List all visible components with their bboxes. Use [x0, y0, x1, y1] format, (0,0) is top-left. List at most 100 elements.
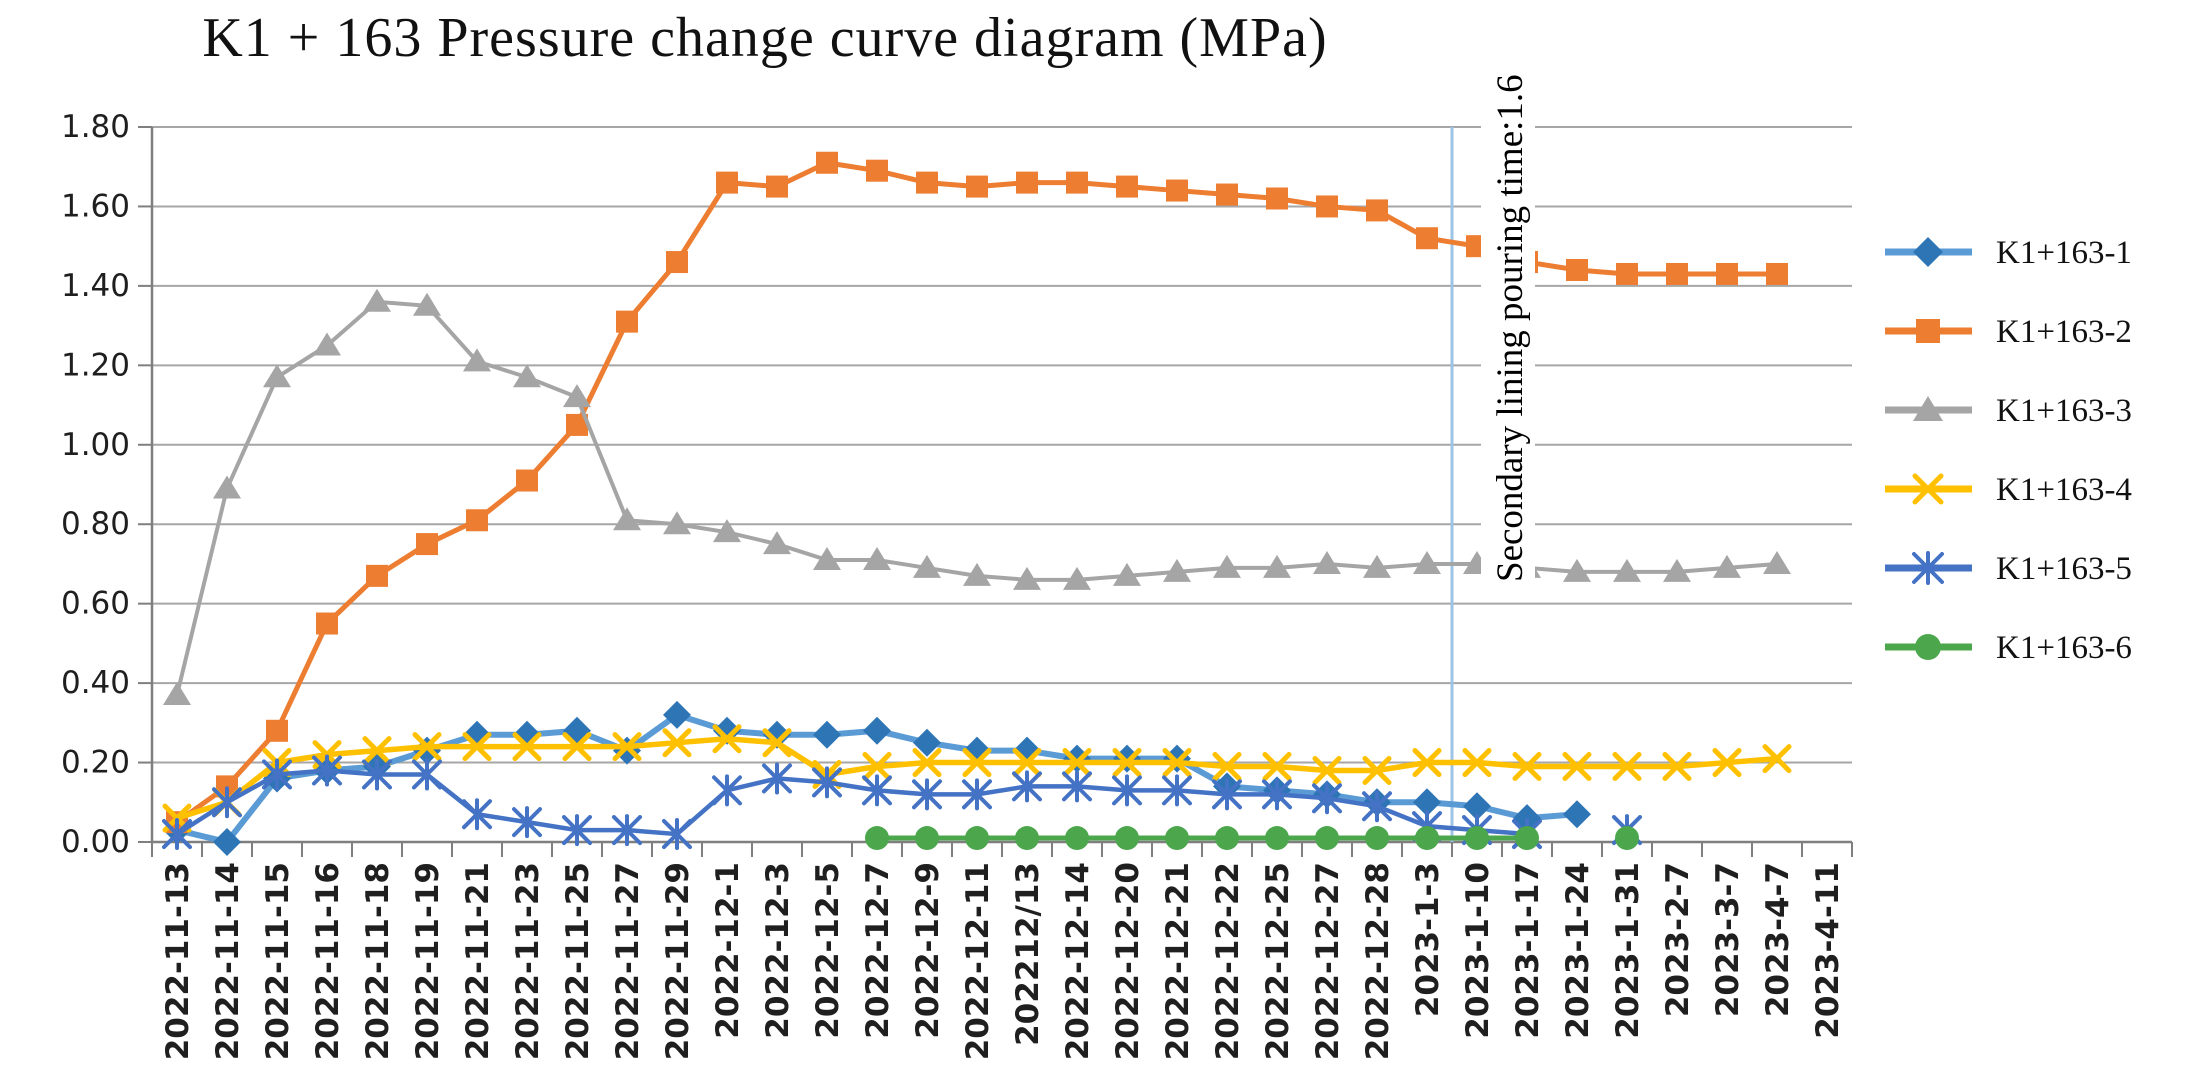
marker-triangle: [1613, 558, 1641, 582]
annotation-backdrop: [1481, 83, 1535, 588]
x-tick-label: 2022-11-21: [460, 862, 496, 1060]
marker-square: [816, 151, 838, 174]
annotation: Secondary lining pouring time:1.6: [1481, 74, 1535, 588]
x-tick-label: 202212/13: [1010, 862, 1046, 1046]
y-tick-label: 1.60: [61, 188, 130, 224]
marker-circle: [915, 826, 939, 851]
marker-x: [1912, 473, 1944, 505]
series-K1+163-1: [163, 700, 1591, 856]
legend-label: K1+163-3: [1996, 393, 2132, 429]
x-tick-label: 2023-1-17: [1510, 862, 1546, 1039]
marker-triangle: [663, 511, 691, 535]
x-tick-label: 2022-12-28: [1360, 862, 1396, 1060]
marker-square: [1716, 262, 1738, 285]
marker-triangle: [1113, 562, 1141, 586]
marker-asterisk: [412, 759, 442, 790]
marker-asterisk: [1312, 783, 1342, 814]
marker-triangle: [163, 682, 191, 706]
marker-x: [962, 748, 992, 778]
marker-square: [1016, 171, 1038, 194]
x-tick-label: 2022-12-25: [1260, 862, 1296, 1060]
marker-x: [1412, 748, 1442, 778]
marker-triangle: [1063, 566, 1091, 590]
marker-x: [1262, 752, 1292, 782]
marker-x: [662, 728, 692, 758]
x-tick-label: 2022-11-14: [210, 862, 246, 1060]
marker-triangle: [763, 531, 791, 555]
series-K1+163-3: [163, 288, 1791, 706]
marker-asterisk: [1212, 779, 1242, 810]
marker-triangle: [1163, 558, 1191, 582]
marker-diamond: [1463, 792, 1491, 821]
marker-triangle: [213, 475, 241, 499]
x-tick-label: 2023-4-7: [1760, 862, 1796, 1017]
marker-diamond: [913, 728, 941, 757]
marker-triangle: [1763, 550, 1791, 574]
marker-asterisk: [1262, 779, 1292, 810]
marker-diamond: [863, 716, 891, 745]
y-tick-label: 1.20: [61, 347, 130, 383]
marker-triangle: [1313, 550, 1341, 574]
marker-diamond: [1163, 744, 1191, 773]
x-tick-label: 2022-12-14: [1060, 862, 1096, 1060]
marker-asterisk: [762, 763, 792, 794]
x-tick-label: 2023-1-10: [1460, 862, 1496, 1039]
marker-diamond: [563, 716, 591, 745]
marker-circle: [1615, 826, 1639, 851]
x-axis: 2022-11-13 2022-11-14 2022-11-15 2022-11-16…: [151, 840, 1853, 1060]
series-K1+163-5: [162, 754, 1642, 851]
legend-label: K1+163-2: [1996, 314, 2132, 350]
y-tick-label: 0.00: [61, 824, 130, 860]
marker-diamond: [1413, 788, 1441, 817]
x-tick-label: 2022-11-19: [410, 862, 446, 1060]
marker-circle: [1115, 826, 1139, 851]
marker-square: [1616, 262, 1638, 285]
x-tick-label: 2022-12-7: [860, 862, 896, 1039]
y-tick-label: 0.20: [61, 745, 130, 781]
marker-diamond: [663, 700, 691, 729]
marker-square: [1916, 319, 1940, 343]
marker-x: [1062, 748, 1092, 778]
marker-diamond: [1913, 237, 1943, 267]
marker-square: [366, 564, 388, 587]
x-tick-label: 2023-1-3: [1410, 862, 1446, 1017]
marker-x: [362, 736, 392, 766]
marker-asterisk: [712, 775, 742, 806]
marker-asterisk: [1362, 791, 1392, 822]
marker-diamond: [1063, 744, 1091, 773]
marker-diamond: [1563, 800, 1591, 829]
legend-item-K1+163-3: K1+163-3: [1885, 393, 2132, 429]
marker-triangle: [1663, 558, 1691, 582]
y-tick-label: 1.80: [61, 109, 130, 145]
marker-circle: [865, 826, 889, 851]
marker-x: [1012, 748, 1042, 778]
marker-triangle: [1713, 554, 1741, 578]
marker-square: [316, 612, 338, 635]
marker-x: [1562, 752, 1592, 782]
y-tick-label: 1.00: [61, 427, 130, 463]
marker-square: [566, 413, 588, 436]
marker-diamond: [413, 736, 441, 765]
marker-circle: [1015, 826, 1039, 851]
marker-circle: [1065, 826, 1089, 851]
x-tick-label: 2022-11-23: [510, 862, 546, 1060]
legend-label: K1+163-1: [1996, 235, 2132, 271]
marker-x: [562, 732, 592, 762]
marker-square: [1316, 195, 1338, 218]
x-tick-label: 2023-3-7: [1710, 862, 1746, 1017]
marker-x: [1762, 744, 1792, 774]
x-tick-label: 2023-2-7: [1660, 862, 1696, 1017]
marker-x: [1512, 752, 1542, 782]
marker-asterisk: [1012, 771, 1042, 802]
marker-circle: [1365, 826, 1389, 851]
x-tick-label: 2022-12-11: [960, 862, 996, 1060]
x-tick-label: 2022-11-25: [560, 862, 596, 1060]
marker-circle: [1515, 826, 1539, 851]
marker-asterisk: [512, 807, 542, 838]
marker-square: [966, 175, 988, 198]
marker-asterisk: [1112, 775, 1142, 806]
marker-x: [1112, 748, 1142, 778]
legend-item-K1+163-1: K1+163-1: [1885, 235, 2132, 271]
marker-square: [1666, 262, 1688, 285]
x-tick-label: 2022-11-29: [660, 862, 696, 1060]
